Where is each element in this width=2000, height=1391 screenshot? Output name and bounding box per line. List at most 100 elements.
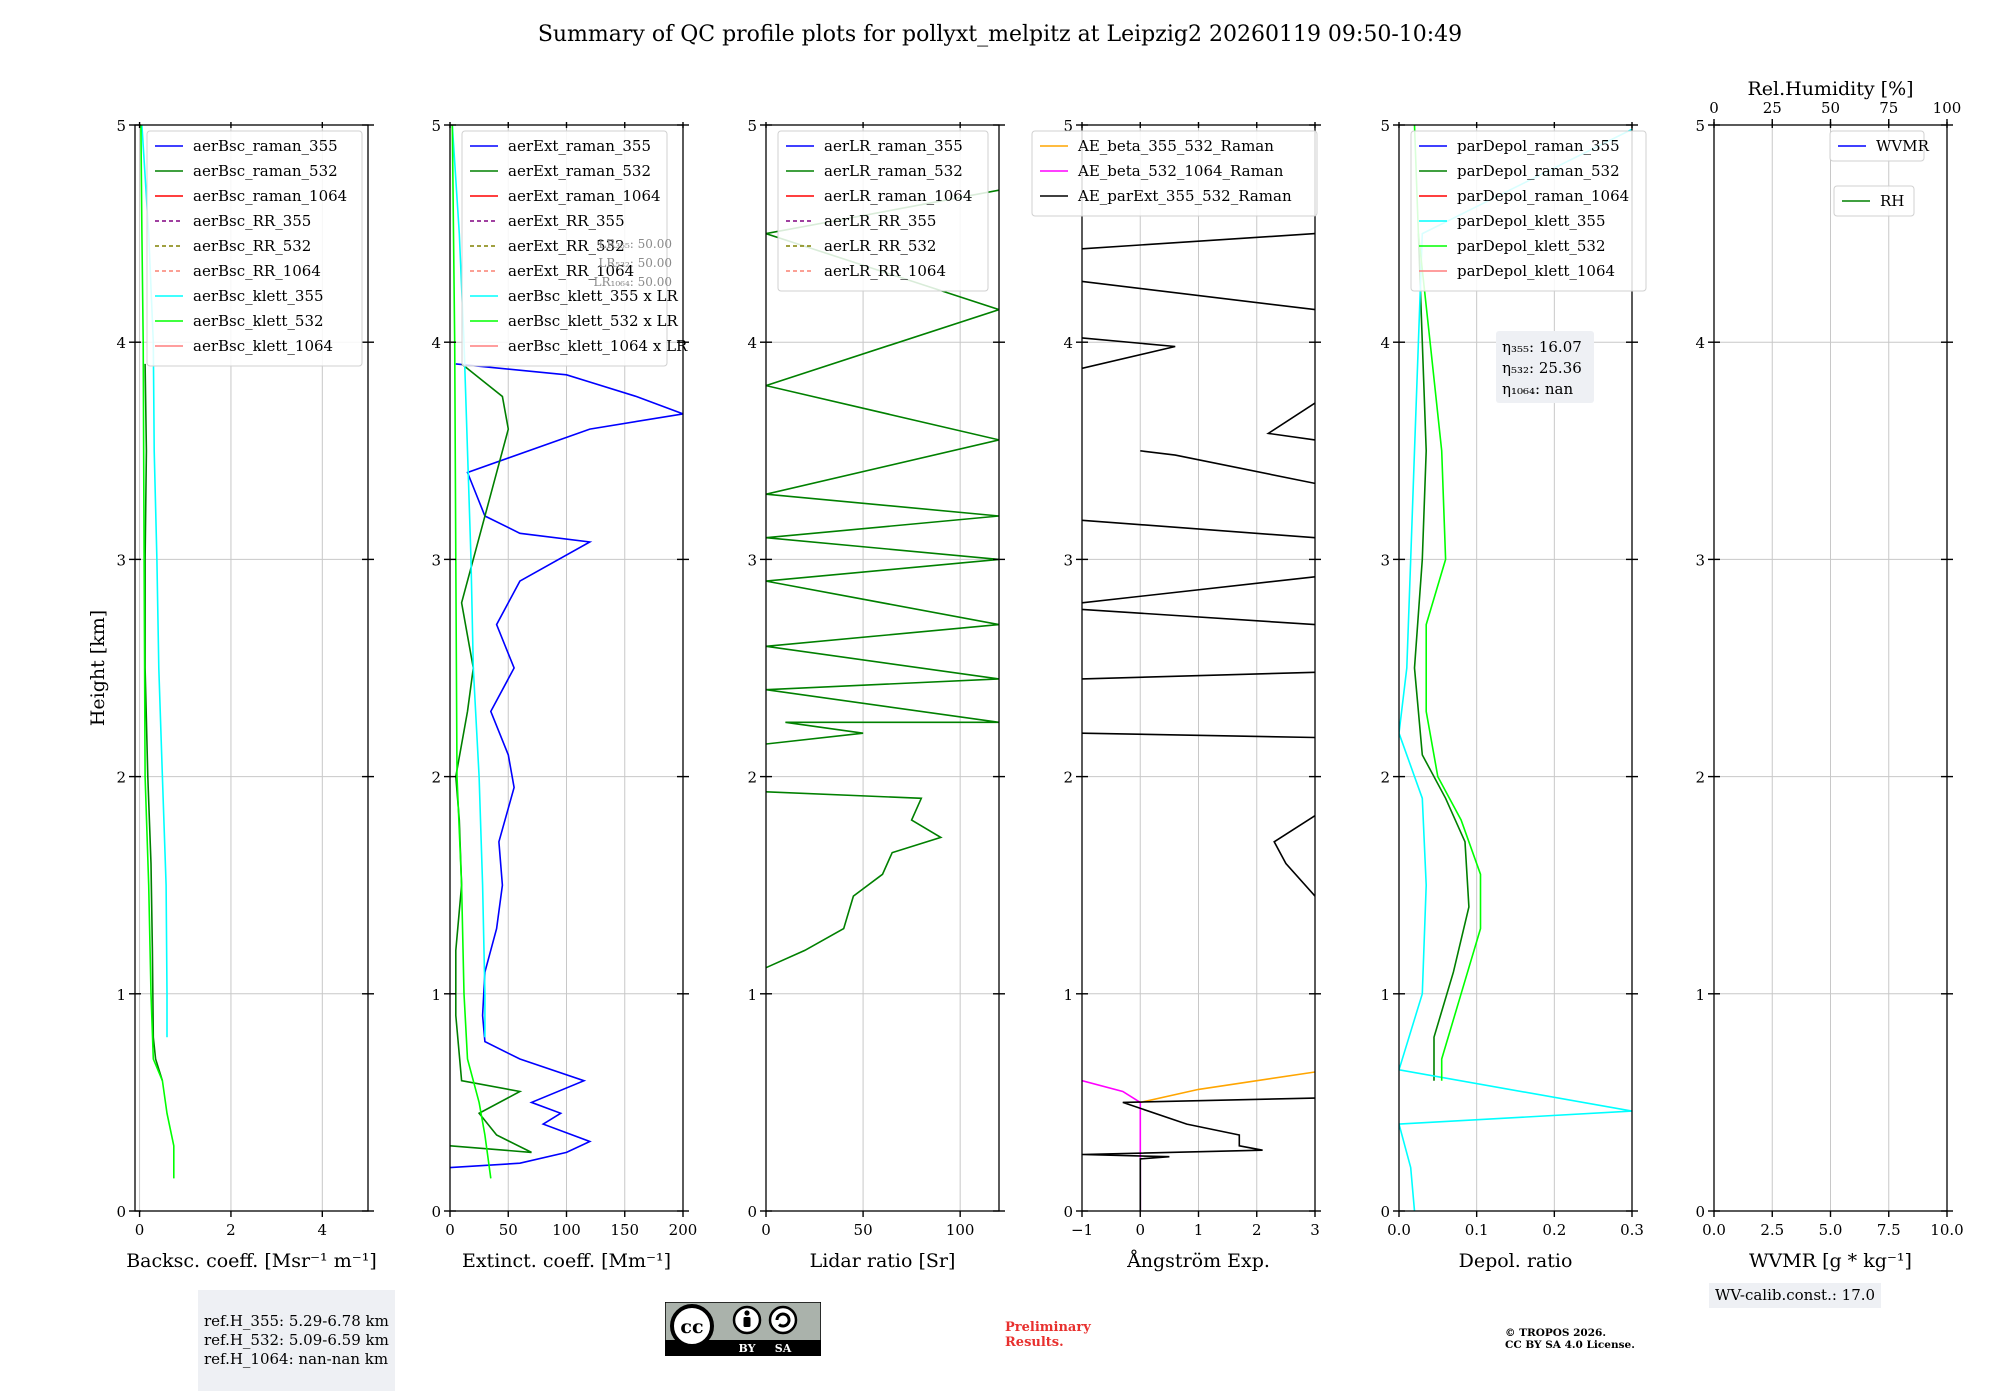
x-tick-label: 50: [854, 1221, 873, 1239]
y-tick-label: 2: [431, 769, 441, 787]
x-tick-label: 7.5: [1877, 1221, 1901, 1239]
x-tick-label: −1: [1071, 1221, 1093, 1239]
series-aerBsc_raman_532: [144, 363, 164, 1081]
legend-label: AE_beta_355_532_Raman: [1077, 137, 1274, 155]
legend: parDepol_raman_355 parDepol_raman_532 parD…: [1410, 130, 1647, 292]
preliminary-results: Preliminary Results.: [1005, 1320, 1091, 1350]
x-axis-label: Backsc. coeff. [Msr⁻¹ m⁻¹]: [126, 1250, 377, 1272]
y-tick-label: 5: [1380, 117, 1390, 135]
legend: aerBsc_raman_355 aerBsc_raman_532 aerBsc_r…: [146, 130, 363, 367]
y-tick-label: 2: [116, 769, 126, 787]
series-AE_parExt_355_532_Raman_h: [1140, 450, 1315, 485]
y-tick-label: 3: [1380, 551, 1390, 569]
y-tick-label: 1: [1063, 986, 1073, 1004]
eta-box: [1496, 331, 1594, 403]
series-aerLR_raman_532: [766, 791, 943, 969]
legend-box: [1031, 130, 1318, 217]
x-axis-label: Ångström Exp.: [1126, 1250, 1270, 1272]
y-tick-label: 0: [116, 1203, 126, 1221]
legend-rh: RH: [1833, 185, 1915, 217]
x-tick-label: 0: [1135, 1221, 1145, 1239]
series-group: [1399, 125, 1632, 1211]
series-parDepol_klett_532: [1413, 125, 1482, 1081]
y-tick-label: 4: [1380, 334, 1390, 352]
x-tick-label: 150: [610, 1221, 639, 1239]
series-aerBsc_klett_532 x LR: [451, 125, 492, 1179]
x-tick-label: 3: [1310, 1221, 1320, 1239]
panel-wv: 0 1 2 3 4 5 0.0 2.5 5.0 7.5 10.0 WVMR [g * kg⁻¹] 0 25…: [1695, 78, 1963, 1272]
x-axis-label: WVMR [g * kg⁻¹]: [1749, 1250, 1912, 1272]
y-tick-label: 3: [747, 551, 757, 569]
series-AE_beta_532_1064_Raman: [1082, 1079, 1142, 1211]
y-axis-label: Height [km]: [87, 610, 109, 726]
ref-h-532: ref.H_532: 5.09-6.59 km: [204, 1331, 389, 1349]
y-tick-label: 0: [431, 1203, 441, 1221]
series-AE_parExt_355_532_Raman_b: [1273, 815, 1315, 897]
legend: AE_beta_355_532_Raman AE_beta_532_1064_Ra…: [1031, 130, 1318, 217]
x-tick-label: 5.0: [1819, 1221, 1843, 1239]
axes-frame: [1398, 124, 1633, 1212]
series-aerLR_raman_532_upper: [766, 189, 999, 745]
x-tick-label: 2.5: [1760, 1221, 1784, 1239]
cc-text: cc: [680, 1316, 703, 1338]
y-tick-label: 1: [116, 986, 126, 1004]
legend-label: aerExt_raman_355: [508, 137, 651, 155]
top-x-tick-label: 100: [1933, 99, 1962, 117]
legend-label: aerLR_raman_1064: [824, 187, 972, 205]
figure-title: Summary of QC profile plots for pollyxt_…: [537, 22, 1463, 47]
series-aerExt_raman_355: [450, 363, 683, 1169]
legend-label: aerBsc_RR_532: [193, 237, 311, 255]
series-aerBsc_klett_532: [140, 125, 175, 1179]
legend-box: [777, 130, 989, 292]
x-tick-label: 0: [135, 1221, 145, 1239]
cc-by-sa-badge: cc BY SA: [665, 1302, 821, 1356]
y-tick-label: 2: [1380, 769, 1390, 787]
cc-icon: [670, 1304, 714, 1348]
axes-frame: [765, 124, 1000, 1212]
legend-label: aerExt_RR_532: [508, 237, 625, 255]
legend-label: aerBsc_klett_532 x LR: [508, 312, 679, 330]
x-tick-label: 0.3: [1620, 1221, 1644, 1239]
top-x-tick-label: 50: [1821, 99, 1840, 117]
series-parDepol_klett_355: [1399, 128, 1632, 1211]
series-AE_parExt_355_532_Raman_f: [1082, 576, 1315, 604]
y-tick-label: 0: [1063, 1203, 1073, 1221]
legend-label: AE_beta_532_1064_Raman: [1077, 162, 1284, 180]
legend-box: [1829, 130, 1925, 162]
series-AE_beta_355_532_Raman: [1140, 1071, 1315, 1104]
x-tick-label: 0.0: [1387, 1221, 1411, 1239]
y-tick-label: 5: [1063, 117, 1073, 135]
y-tick-label: 3: [431, 551, 441, 569]
y-tick-label: 4: [431, 334, 441, 352]
legend-label: aerExt_raman_1064: [508, 187, 661, 205]
legend-label: aerBsc_klett_532: [193, 312, 324, 330]
y-tick-label: 0: [747, 1203, 757, 1221]
legend-label: aerExt_raman_532: [508, 162, 651, 180]
y-tick-label: 4: [116, 334, 126, 352]
x-tick-label: 50: [499, 1221, 518, 1239]
legend: aerExt_raman_355 aerExt_raman_532 aerExt_r…: [461, 130, 688, 367]
legend-label: aerExt_RR_1064: [508, 262, 634, 280]
legend-label: aerBsc_klett_355 x LR: [508, 287, 679, 305]
series-AE_parExt_355_532_Raman_g: [1082, 519, 1315, 539]
legend-label: RH: [1880, 192, 1904, 210]
ref-h-355: ref.H_355: 5.29-6.78 km: [204, 1312, 389, 1330]
y-tick-label: 4: [1063, 334, 1073, 352]
copyright-line-2: CC BY SA 4.0 License.: [1505, 1339, 1635, 1351]
x-tick-label: 100: [946, 1221, 975, 1239]
preliminary-line-2: Results.: [1005, 1335, 1064, 1350]
legend-label: aerExt_RR_355: [508, 212, 625, 230]
series-AE_parExt_355_532_Raman_l: [1082, 232, 1315, 250]
axes-frame: [134, 124, 369, 1212]
wv-calib-note: WV-calib.const.: 17.0: [1709, 1283, 1882, 1308]
y-tick-label: 0: [1380, 1203, 1390, 1221]
legend-label: WVMR: [1876, 137, 1930, 155]
eta-label: η₃₅₅: 16.07: [1502, 338, 1582, 356]
y-tick-label: 5: [747, 117, 757, 135]
y-tick-label: 5: [1695, 117, 1705, 135]
y-tick-label: 0: [1695, 1203, 1705, 1221]
series-group: [766, 189, 999, 969]
legend-label: aerBsc_klett_1064: [193, 337, 333, 355]
